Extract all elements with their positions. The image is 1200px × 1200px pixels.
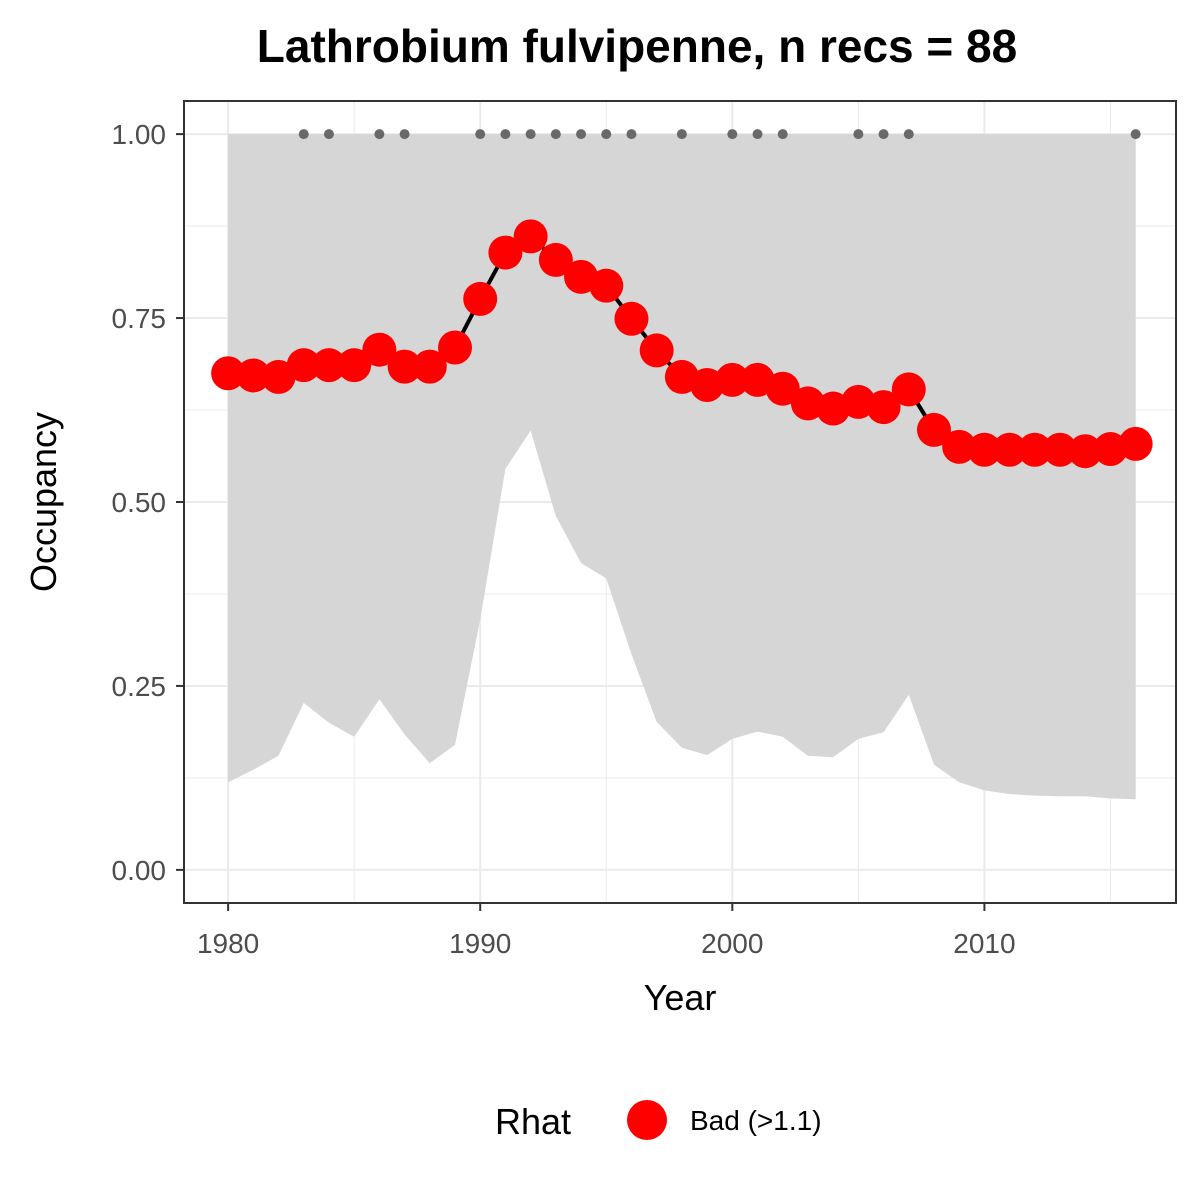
data-point: [1118, 426, 1153, 461]
data-point: [438, 330, 473, 365]
data-point: [639, 333, 674, 368]
chart-title: Lathrobium fulvipenne, n recs = 88: [257, 20, 1017, 72]
data-point: [790, 386, 825, 421]
record-marker: [777, 129, 788, 140]
record-marker: [323, 129, 334, 140]
data-point: [362, 332, 397, 367]
data-point: [614, 301, 649, 336]
x-tick-label: 1980: [197, 928, 259, 959]
data-point: [337, 348, 372, 383]
data-point: [387, 349, 422, 384]
record-marker: [1130, 129, 1141, 140]
axis-ticks: [176, 133, 986, 911]
legend-label-bad: Bad (>1.1): [690, 1105, 822, 1136]
record-marker: [676, 129, 687, 140]
record-marker: [475, 129, 486, 140]
record-marker: [399, 129, 410, 140]
x-tick-label: 1990: [449, 928, 511, 959]
legend-key-bad: [627, 1100, 667, 1140]
data-point: [286, 348, 321, 383]
record-marker: [903, 129, 914, 140]
record-marker: [374, 129, 385, 140]
data-point: [967, 432, 1002, 467]
data-point: [589, 268, 624, 303]
record-marker: [298, 129, 309, 140]
y-tick-label: 0.00: [112, 855, 167, 886]
data-point: [916, 412, 951, 447]
record-markers: [298, 129, 1141, 140]
y-axis-title: Occupancy: [23, 412, 64, 592]
data-point: [261, 359, 296, 394]
data-point: [891, 372, 926, 407]
data-point: [463, 281, 498, 316]
data-point: [412, 349, 447, 384]
x-axis-title: Year: [644, 977, 717, 1018]
data-point: [866, 390, 901, 425]
record-marker: [752, 129, 763, 140]
data-point: [690, 368, 725, 403]
data-point: [1043, 432, 1078, 467]
data-point: [211, 356, 246, 391]
record-marker: [601, 129, 612, 140]
record-marker: [550, 129, 561, 140]
y-tick-label: 0.75: [112, 303, 167, 334]
record-marker: [878, 129, 889, 140]
record-marker: [500, 129, 511, 140]
data-point: [236, 358, 271, 393]
data-point: [765, 371, 800, 406]
record-marker: [626, 129, 637, 140]
data-point: [513, 219, 548, 254]
data-point: [992, 432, 1027, 467]
data-points: [211, 219, 1153, 469]
legend: Rhat Bad (>1.1): [495, 1100, 822, 1142]
data-point: [715, 362, 750, 397]
y-tick-labels: 0.00 0.25 0.50 0.75 1.00: [112, 119, 167, 886]
data-point: [942, 429, 977, 464]
data-point: [1017, 432, 1052, 467]
data-point: [1093, 432, 1128, 467]
legend-title: Rhat: [495, 1101, 571, 1142]
x-tick-labels: 1980 1990 2000 2010: [197, 928, 1016, 959]
y-tick-label: 0.50: [112, 487, 167, 518]
data-point: [311, 348, 346, 383]
record-marker: [853, 129, 864, 140]
data-point: [488, 235, 523, 270]
x-tick-label: 2010: [953, 928, 1015, 959]
interval-ribbon: [228, 134, 1136, 800]
record-marker: [576, 129, 587, 140]
record-marker: [525, 129, 536, 140]
x-tick-label: 2000: [701, 928, 763, 959]
y-tick-label: 0.25: [112, 671, 167, 702]
data-point: [538, 242, 573, 277]
data-point: [841, 384, 876, 419]
record-marker: [727, 129, 738, 140]
credible-interval: [228, 134, 1136, 800]
y-tick-label: 1.00: [112, 119, 167, 150]
data-point: [1068, 434, 1103, 469]
